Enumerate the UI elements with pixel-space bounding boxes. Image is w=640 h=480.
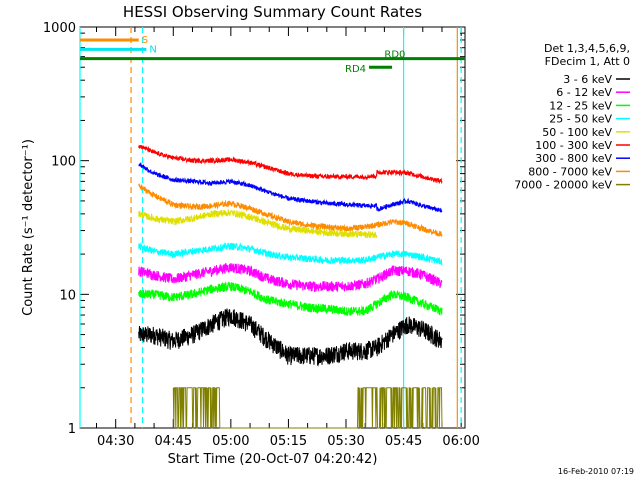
series-line	[138, 144, 443, 185]
y-axis-label: Count Rate (s⁻¹ detector⁻¹)	[21, 139, 36, 316]
series-line	[138, 183, 443, 238]
legend-header: Det 1,3,4,5,6,9,	[544, 42, 630, 55]
legend-entry-label: 100 - 300 keV	[535, 139, 612, 152]
flag-label: S	[142, 35, 148, 46]
y-tick-label: 1000	[43, 21, 76, 36]
plot-frame	[79, 26, 466, 429]
legend-header: FDecim 1, Att 0	[545, 55, 630, 68]
x-tick-label: 04:45	[155, 434, 192, 449]
series-line	[138, 241, 443, 266]
legend-entry-label: 7000 - 20000 keV	[514, 179, 612, 192]
x-tick-label: 04:30	[97, 434, 134, 449]
series-line	[138, 308, 443, 367]
series-line	[138, 161, 443, 214]
series-line	[138, 209, 378, 239]
legend-entry-label: 300 - 800 keV	[535, 152, 612, 165]
y-tick-label: 100	[51, 155, 76, 170]
flag-label: RD0	[384, 50, 405, 61]
series-line	[138, 263, 443, 293]
x-tick-label: 05:30	[327, 434, 364, 449]
x-tick-label: 06:00	[442, 434, 479, 449]
footer-timestamp: 16-Feb-2010 07:19	[557, 467, 634, 476]
series-line	[172, 387, 443, 429]
legend-entry-label: 12 - 25 keV	[549, 99, 612, 112]
y-tick-label: 1	[68, 422, 76, 437]
legend-entry-label: 800 - 7000 keV	[528, 165, 612, 178]
flag-label: RD4	[345, 64, 366, 75]
x-tick-label: 05:45	[385, 434, 422, 449]
y-tick-label: 10	[59, 288, 76, 303]
legend-entry-label: 25 - 50 keV	[549, 113, 612, 126]
flag-label: N	[149, 44, 156, 55]
series-line	[138, 281, 443, 317]
legend-entry-label: 3 - 6 keV	[563, 73, 612, 86]
legend-entry-label: 6 - 12 keV	[556, 86, 612, 99]
x-tick-label: 05:15	[270, 434, 307, 449]
x-tick-label: 05:00	[212, 434, 249, 449]
legend-entry-label: 50 - 100 keV	[542, 126, 612, 139]
chart-title: HESSI Observing Summary Count Rates	[123, 3, 422, 21]
x-axis-label: Start Time (20-Oct-07 04:20:42)	[168, 452, 378, 467]
